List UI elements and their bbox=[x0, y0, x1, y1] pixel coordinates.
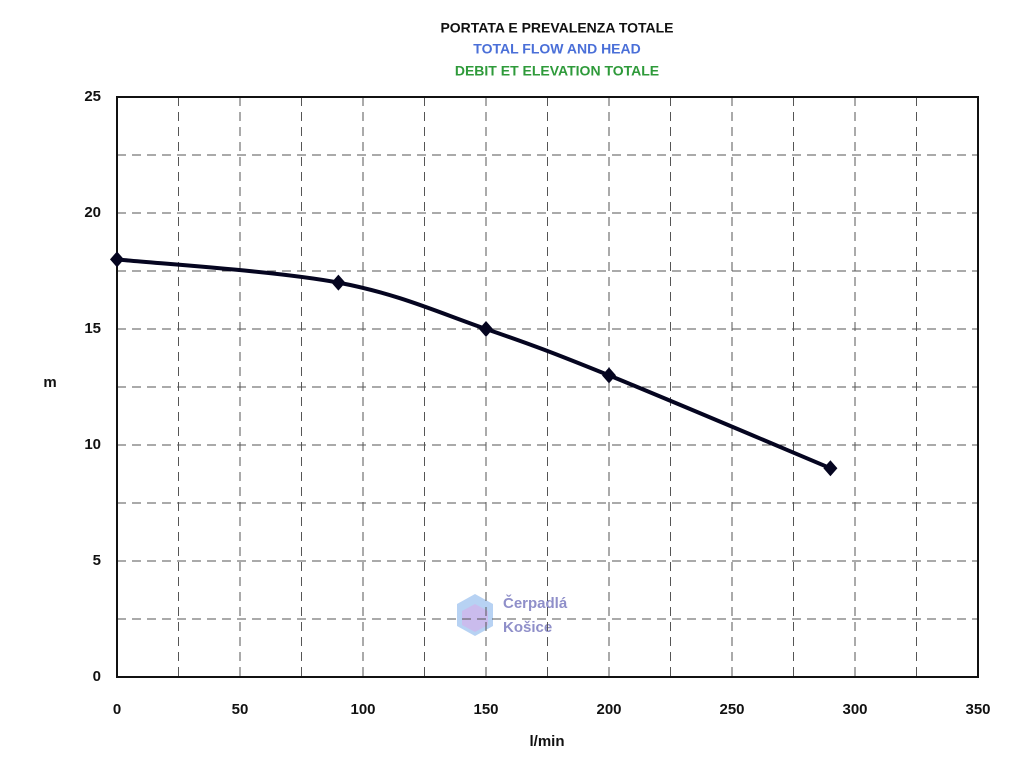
y-tick-label: 20 bbox=[84, 204, 101, 221]
data-point bbox=[823, 460, 838, 477]
watermark: Čerpadlá Košice bbox=[457, 594, 568, 636]
y-axis-label: m bbox=[43, 374, 56, 391]
data-point bbox=[602, 367, 616, 384]
chart-subtitle: TOTAL FLOW AND HEAD bbox=[473, 41, 640, 57]
y-tick-label: 15 bbox=[84, 320, 101, 337]
watermark-text: Košice bbox=[503, 619, 552, 636]
x-tick-label: 250 bbox=[719, 701, 744, 718]
y-tick-label: 5 bbox=[93, 552, 101, 569]
x-tick-label: 50 bbox=[232, 701, 249, 718]
plot-frame bbox=[116, 96, 979, 678]
data-point bbox=[331, 274, 346, 291]
x-tick-label: 200 bbox=[596, 701, 621, 718]
y-tick-label: 0 bbox=[93, 668, 101, 685]
x-axis-label: l/min bbox=[529, 733, 564, 750]
watermark-text: Čerpadlá bbox=[503, 594, 568, 612]
data-point bbox=[110, 251, 124, 268]
y-tick-label: 25 bbox=[84, 88, 101, 105]
x-tick-label: 300 bbox=[842, 701, 867, 718]
x-tick-label: 350 bbox=[965, 701, 990, 718]
y-tick-label: 10 bbox=[84, 436, 101, 453]
watermark-logo-inner bbox=[462, 604, 488, 632]
chart-subtitle: DEBIT ET ELEVATION TOTALE bbox=[455, 63, 659, 79]
x-tick-label: 0 bbox=[113, 701, 121, 718]
x-tick-label: 150 bbox=[473, 701, 498, 718]
data-point bbox=[479, 321, 493, 337]
chart-title: PORTATA E PREVALENZA TOTALE bbox=[440, 20, 673, 36]
x-tick-label: 100 bbox=[350, 701, 375, 718]
